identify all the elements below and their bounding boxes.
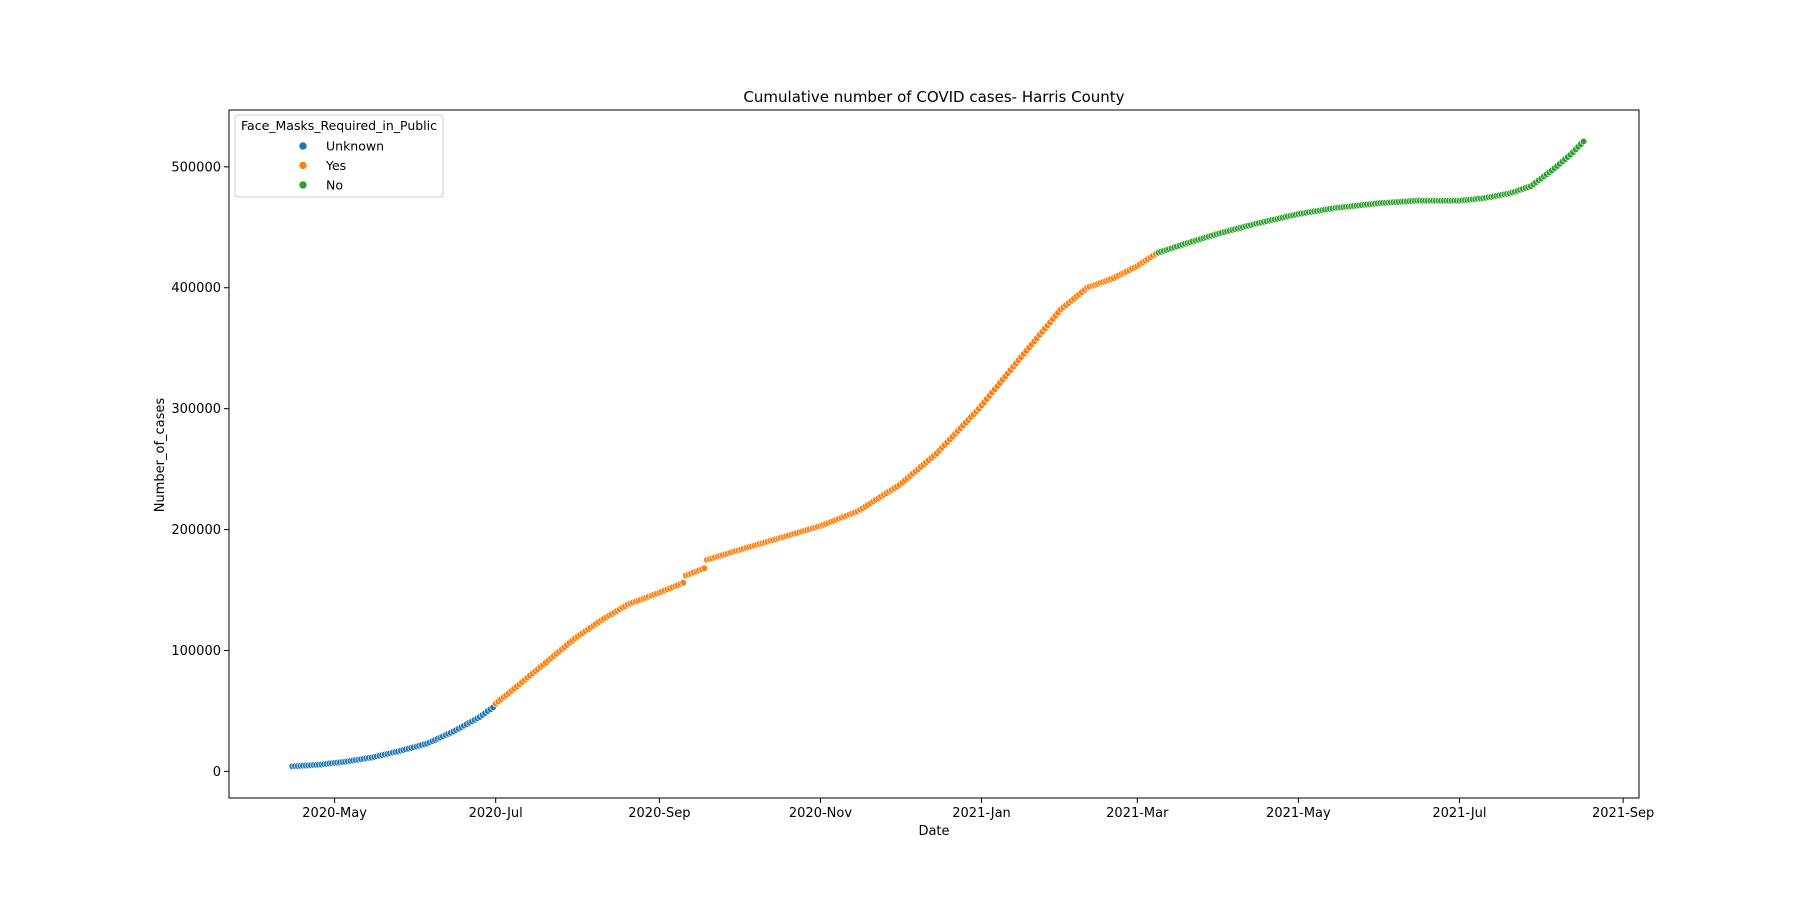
x-tick-label: 2021-Jan	[952, 806, 1011, 821]
y-tick-label: 0	[213, 765, 221, 780]
x-tick-label: 2020-May	[302, 806, 367, 821]
y-tick-label: 500000	[171, 160, 221, 175]
legend: Face_Masks_Required_in_Public Unknown Yes…	[234, 114, 444, 198]
legend-title: Face_Masks_Required_in_Public	[241, 118, 437, 133]
x-tick-label: 2021-Jul	[1432, 806, 1486, 821]
data-point	[700, 564, 708, 572]
x-tick-label: 2020-Nov	[789, 806, 852, 821]
y-tick-label: 400000	[171, 281, 221, 296]
plot-frame	[228, 109, 1640, 799]
x-tick-label: 2020-Jul	[469, 806, 523, 821]
legend-label: Yes	[325, 158, 346, 173]
y-tick-label: 100000	[171, 644, 221, 659]
x-tick-label: 2021-Sep	[1592, 806, 1654, 821]
y-tick-label: 300000	[171, 402, 221, 417]
y-tick-label: 200000	[171, 523, 221, 538]
x-tick-label: 2021-May	[1266, 806, 1331, 821]
legend-entries: Unknown Yes No	[298, 139, 384, 193]
legend-marker	[298, 141, 308, 151]
y-axis: 0 100000 200000 300000 400000 500000	[171, 160, 229, 780]
x-tick-label: 2021-Mar	[1106, 806, 1169, 821]
chart-title: Cumulative number of COVID cases- Harris…	[743, 88, 1124, 106]
x-tick-label: 2020-Sep	[628, 806, 690, 821]
x-axis-label: Date	[918, 824, 949, 839]
x-axis: 2020-May 2020-Jul 2020-Sep 2020-Nov 2021-Jan…	[302, 798, 1654, 821]
legend-frame	[234, 114, 444, 198]
scatter-points	[288, 137, 1588, 770]
legend-marker	[298, 161, 308, 170]
data-point	[1579, 137, 1588, 146]
y-axis-label: Number_of_cases	[153, 398, 168, 513]
legend-label: Unknown	[326, 139, 384, 154]
legend-label: No	[326, 178, 343, 193]
legend-marker	[298, 180, 308, 190]
data-point	[679, 579, 687, 587]
